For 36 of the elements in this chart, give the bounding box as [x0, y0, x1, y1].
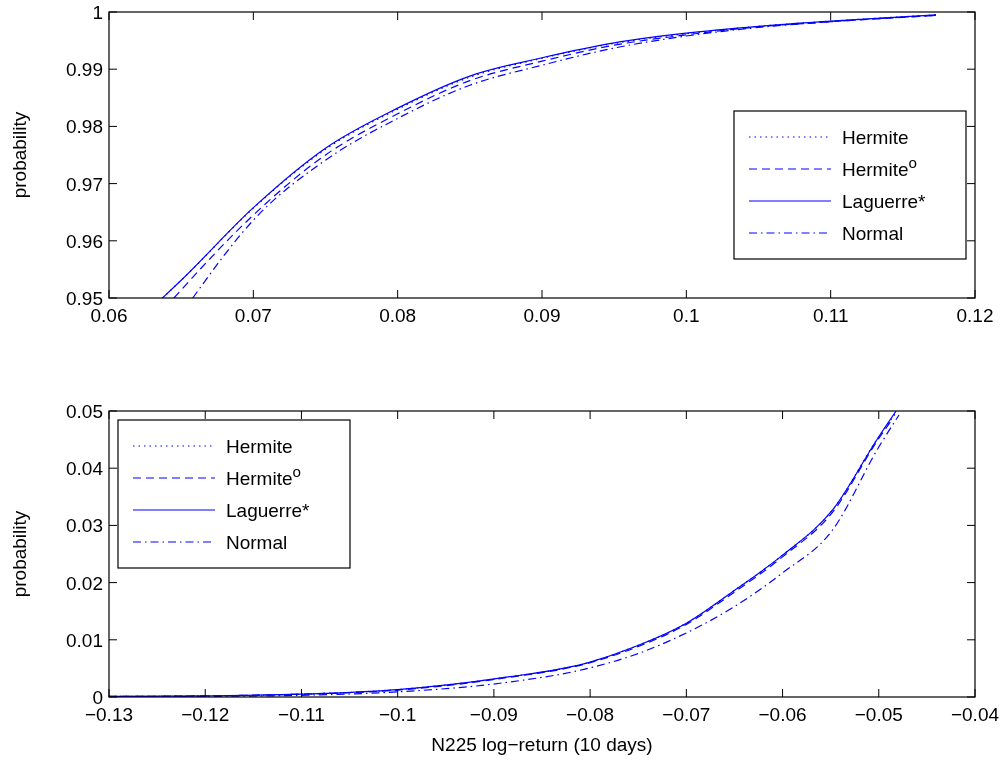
x-tick-label: 0.1 — [673, 305, 700, 326]
x-tick-label: 0.07 — [234, 305, 272, 326]
legend-label: Laguerre* — [842, 191, 927, 212]
y-tick-label: 0.97 — [66, 173, 103, 195]
x-tick-label: 0.12 — [956, 305, 994, 326]
y-tick-label: 0.96 — [66, 230, 103, 252]
x-tick-label: −0.05 — [854, 704, 903, 725]
x-tick-label: −0.08 — [566, 704, 615, 725]
x-tick-label: 0.09 — [523, 305, 561, 326]
x-tick-label: −0.07 — [662, 704, 711, 725]
legend-label: Hermite — [842, 127, 909, 148]
y-tick-label: 0.02 — [66, 572, 103, 594]
y-tick-label: 0.01 — [66, 629, 103, 651]
y-axis-title: probability — [9, 111, 30, 199]
legend-label: Hermite — [226, 436, 293, 457]
x-tick-label: −0.06 — [758, 704, 807, 725]
y-tick-label: 0.03 — [66, 515, 103, 537]
x-tick-label: 0.08 — [379, 305, 417, 326]
y-tick-label: 1 — [92, 2, 103, 23]
legend-label: Normal — [226, 532, 288, 553]
x-tick-label: 0.11 — [812, 305, 849, 326]
legend-label: Normal — [842, 223, 904, 244]
x-axis-title: N225 log−return (10 days) — [431, 734, 653, 755]
y-tick-label: 0.98 — [66, 116, 103, 138]
legend-label: Laguerre* — [226, 500, 311, 521]
x-tick-label: −0.11 — [278, 704, 325, 725]
y-tick-label: 0.99 — [66, 59, 103, 81]
x-tick-label: −0.04 — [950, 704, 1000, 725]
x-tick-label: −0.09 — [469, 704, 518, 725]
legend-label: Hermite$^{o}$ — [226, 462, 301, 489]
legend-label: Hermite$^{o}$ — [842, 153, 917, 180]
x-tick-label: −0.12 — [181, 704, 230, 725]
y-tick-label: 0.04 — [66, 458, 104, 480]
y-tick-label: 0.05 — [66, 401, 103, 422]
x-tick-label: −0.1 — [378, 704, 417, 725]
y-axis-title: probability — [9, 510, 30, 598]
